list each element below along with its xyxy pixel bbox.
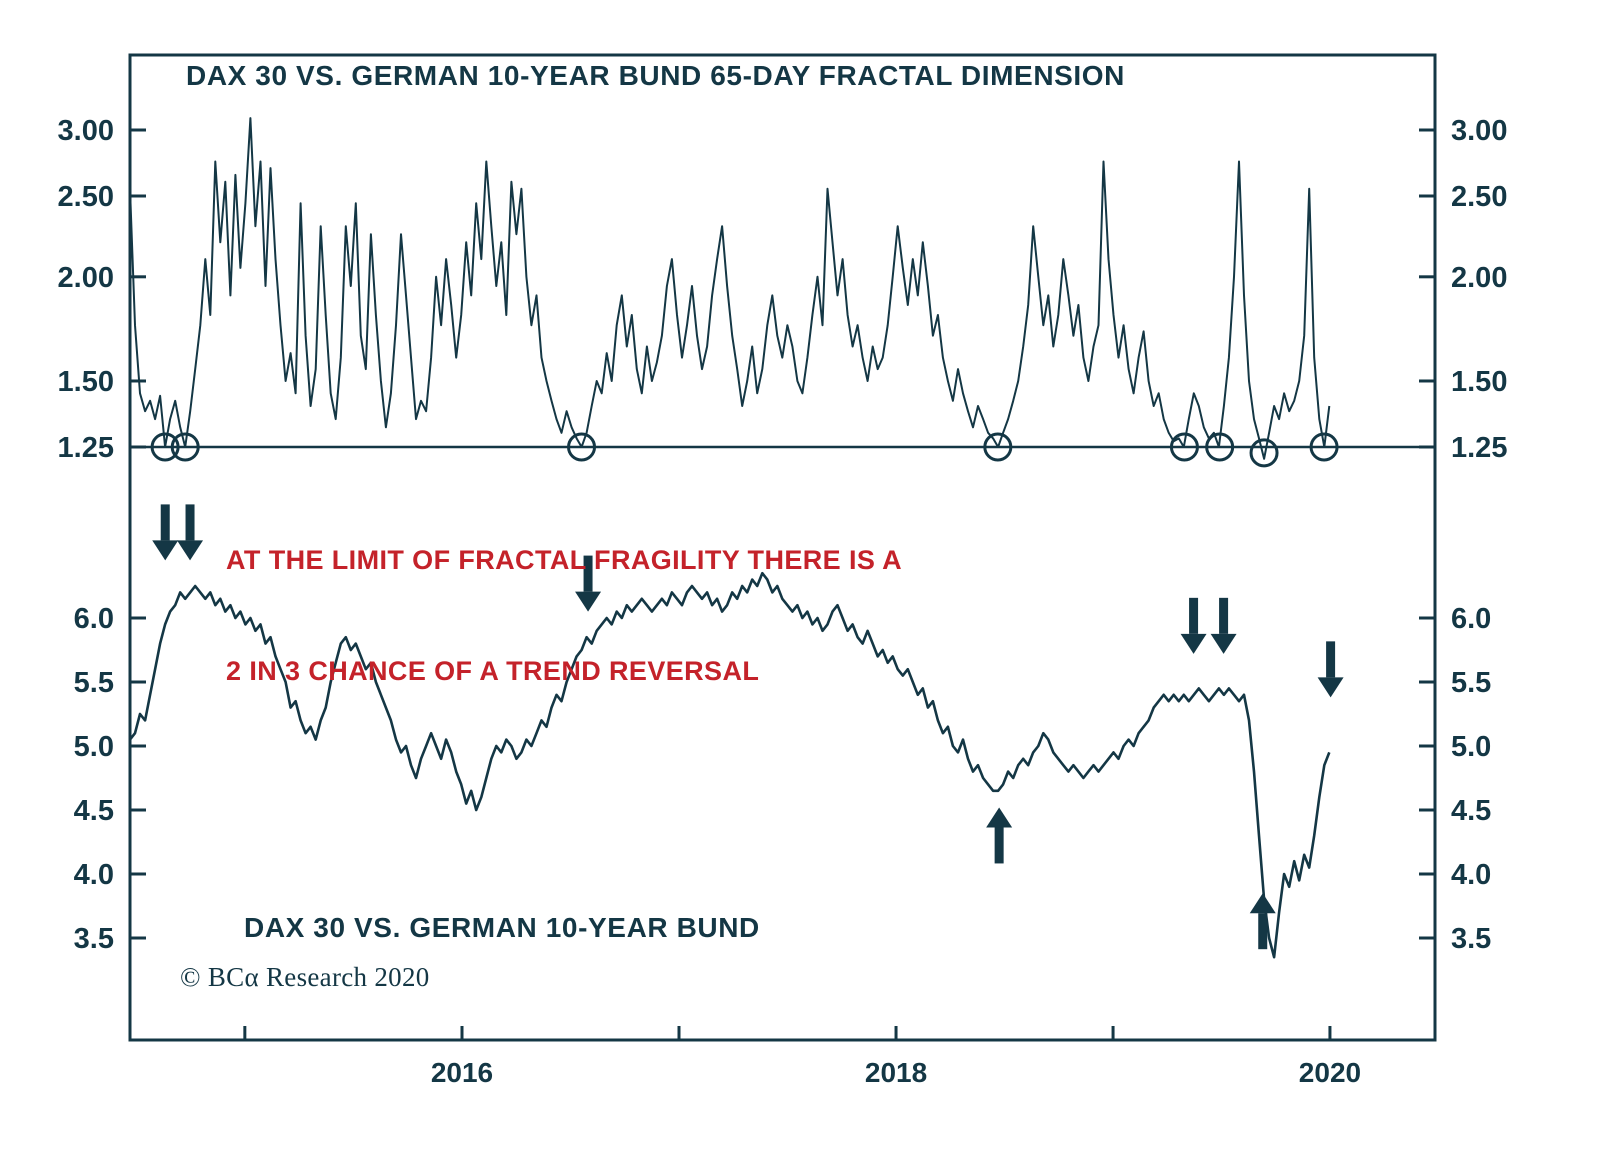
y-axis-label-right: 5.5	[1451, 667, 1491, 699]
y-axis-label-left: 2.50	[58, 181, 114, 213]
threshold-touch-circle	[1169, 432, 1199, 462]
y-axis-label-left: 3.5	[74, 923, 114, 955]
y-axis-label-right: 2.00	[1451, 262, 1507, 294]
threshold-touch-circle	[1309, 432, 1339, 462]
trend-reversal-arrow-up-shaft	[994, 827, 1004, 864]
bottom-panel-title: DAX 30 VS. GERMAN 10-YEAR BUND	[244, 912, 760, 943]
threshold-touch-circle	[567, 432, 597, 462]
x-axis-year-label: 2018	[865, 1057, 927, 1088]
y-axis-label-right: 2.50	[1451, 181, 1507, 213]
y-axis-label-left: 1.25	[58, 432, 114, 464]
trend-reversal-arrow-down-head	[152, 540, 179, 561]
threshold-touch-circle	[1249, 438, 1279, 468]
x-axis-year-label: 2020	[1299, 1057, 1361, 1088]
y-axis-label-right: 4.0	[1451, 859, 1491, 891]
chart-frame	[128, 53, 1437, 1042]
fractal-dimension-series-line	[129, 117, 1331, 460]
top-panel-title: DAX 30 VS. GERMAN 10-YEAR BUND 65-DAY FR…	[186, 60, 1126, 91]
y-axis-label-left: 1.50	[58, 366, 114, 398]
trend-reversal-arrow-up-head	[986, 807, 1013, 828]
trend-reversal-arrow-down-shaft	[160, 504, 170, 541]
y-axis-label-left: 4.0	[74, 859, 114, 891]
y-axis-label-left: 3.00	[58, 115, 114, 147]
threshold-touch-circle	[1205, 432, 1235, 462]
trend-reversal-arrow-down-shaft	[1189, 597, 1199, 634]
y-axis-label-right: 6.0	[1451, 603, 1491, 635]
trend-reversal-arrow-down-head	[1180, 633, 1207, 654]
y-axis-label-right: 4.5	[1451, 795, 1491, 827]
trend-reversal-arrow-down-shaft	[583, 555, 593, 592]
y-axis-label-right: 1.25	[1451, 432, 1507, 464]
y-axis-label-left: 6.0	[74, 603, 114, 635]
y-axis-label-right: 5.0	[1451, 731, 1491, 763]
y-axis-label-left: 4.5	[74, 795, 114, 827]
trend-reversal-arrow-down-head	[177, 540, 204, 561]
threshold-touch-circle	[170, 432, 200, 462]
trend-reversal-arrow-up-head	[1249, 893, 1276, 914]
y-axis-label-left: 2.00	[58, 262, 114, 294]
copyright-notice: © BCα Research 2020	[180, 962, 430, 992]
trend-reversal-arrow-down-head	[1317, 677, 1344, 698]
y-axis-label-right: 3.00	[1451, 115, 1507, 147]
trend-reversal-arrow-down-shaft	[185, 504, 195, 541]
trend-reversal-arrow-down-head	[1210, 633, 1237, 654]
fragility-annotation-line2: 2 IN 3 CHANCE OF A TREND REVERSAL	[226, 656, 760, 686]
threshold-touch-circle	[983, 432, 1013, 462]
y-axis-label-right: 1.50	[1451, 366, 1507, 398]
trend-reversal-arrow-down-shaft	[1326, 641, 1336, 678]
y-axis-label-right: 3.5	[1451, 923, 1491, 955]
y-axis-label-left: 5.0	[74, 731, 114, 763]
x-axis-year-label: 2016	[431, 1057, 493, 1088]
threshold-touch-circle	[150, 432, 180, 462]
trend-reversal-arrow-down-head	[575, 591, 602, 612]
trend-reversal-arrow-up-shaft	[1258, 913, 1268, 950]
trend-reversal-arrow-down-shaft	[1219, 597, 1229, 634]
ratio-series-line	[128, 571, 1331, 959]
fragility-annotation-line1: AT THE LIMIT OF FRACTAL FRAGILITY THERE …	[226, 545, 903, 575]
y-axis-label-left: 5.5	[74, 667, 114, 699]
